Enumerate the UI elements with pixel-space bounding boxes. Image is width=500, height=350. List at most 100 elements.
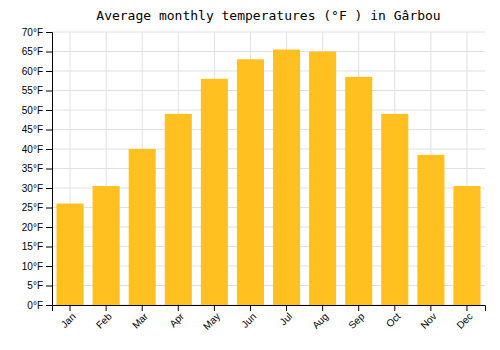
x-tick-mark bbox=[358, 305, 359, 311]
y-grid-line bbox=[52, 32, 485, 33]
y-tick-mark bbox=[46, 32, 52, 33]
y-grid-line bbox=[52, 110, 485, 111]
y-tick: 30°F bbox=[22, 183, 52, 194]
x-tick-mark bbox=[322, 305, 323, 311]
y-grid-line bbox=[52, 149, 485, 150]
x-tick-mark bbox=[394, 305, 395, 311]
x-tick-label: Dec bbox=[454, 311, 474, 331]
y-tick-label: 0°F bbox=[27, 300, 43, 311]
x-tick-label: Jul bbox=[277, 311, 294, 328]
bar bbox=[129, 149, 156, 305]
y-tick: 35°F bbox=[22, 163, 52, 174]
y-tick-mark bbox=[46, 208, 52, 209]
y-tick-mark bbox=[46, 305, 52, 306]
y-tick: 45°F bbox=[22, 124, 52, 135]
x-tick-mark bbox=[70, 305, 71, 311]
bar bbox=[309, 52, 336, 306]
y-tick-mark bbox=[46, 227, 52, 228]
x-tick: Jun bbox=[239, 305, 258, 330]
x-tick-mark bbox=[430, 305, 431, 311]
x-tick-mark bbox=[286, 305, 287, 311]
x-tick: Aug bbox=[310, 305, 330, 331]
x-tick: Mar bbox=[130, 305, 150, 331]
y-tick-mark bbox=[46, 71, 52, 72]
y-tick: 65°F bbox=[22, 46, 52, 57]
y-grid-line bbox=[52, 71, 485, 72]
x-tick-label: Aug bbox=[310, 311, 330, 331]
y-tick-label: 10°F bbox=[22, 261, 43, 272]
y-tick-label: 5°F bbox=[27, 280, 43, 291]
y-tick-label: 40°F bbox=[22, 144, 43, 155]
plot: 0°F 5°F 10°F 15°F 20°F 25°F 30°F 35°F 40°F 45°F 50… bbox=[22, 27, 486, 332]
y-axis-line bbox=[46, 33, 53, 306]
x-axis-line bbox=[53, 306, 486, 312]
y-tick: 70°F bbox=[22, 27, 52, 38]
y-grid-line bbox=[52, 129, 485, 130]
x-tick-label: Oct bbox=[384, 311, 403, 330]
bar bbox=[273, 50, 300, 305]
x-tick-label: Jan bbox=[59, 311, 78, 330]
title: Average monthly temperatures (°F ) in Gâ… bbox=[96, 8, 440, 23]
bar bbox=[345, 77, 372, 305]
x-tick: Sep bbox=[346, 305, 367, 331]
bar bbox=[381, 114, 408, 305]
bar bbox=[417, 155, 444, 305]
bar bbox=[165, 114, 192, 305]
y-tick: 55°F bbox=[22, 85, 52, 96]
x-tick: Dec bbox=[454, 305, 474, 331]
y-tick-mark bbox=[46, 110, 52, 111]
x-tick-label: Nov bbox=[418, 311, 438, 331]
y-tick-label: 60°F bbox=[22, 66, 43, 77]
x-tick: Oct bbox=[384, 305, 403, 329]
x-tick-label: Feb bbox=[94, 310, 114, 330]
y-tick-mark bbox=[46, 91, 52, 92]
y-axis: 0°F 5°F 10°F 15°F 20°F 25°F 30°F 35°F 40°F 45°F 50… bbox=[22, 27, 53, 311]
y-tick: 20°F bbox=[22, 222, 52, 233]
x-tick-label: Mar bbox=[130, 310, 150, 330]
y-tick: 5°F bbox=[27, 280, 52, 291]
chart: 0°F 5°F 10°F 15°F 20°F 25°F 30°F 35°F 40°F 45°F 50… bbox=[0, 0, 500, 350]
y-tick: 25°F bbox=[22, 202, 52, 213]
x-tick: Nov bbox=[418, 305, 438, 331]
y-tick: 50°F bbox=[22, 105, 52, 116]
x-tick-mark bbox=[106, 305, 107, 311]
y-tick-label: 45°F bbox=[22, 124, 43, 135]
y-tick-label: 20°F bbox=[22, 222, 43, 233]
x-tick-mark bbox=[250, 305, 251, 311]
x-tick: Feb bbox=[94, 305, 114, 331]
bar bbox=[57, 204, 84, 305]
x-tick: May bbox=[201, 305, 222, 332]
y-tick-label: 25°F bbox=[22, 202, 43, 213]
y-tick: 60°F bbox=[22, 66, 52, 77]
y-tick-mark bbox=[46, 266, 52, 267]
y-tick-mark bbox=[46, 188, 52, 189]
y-tick-mark bbox=[46, 52, 52, 53]
x-tick-mark bbox=[142, 305, 143, 311]
y-tick-label: 65°F bbox=[22, 46, 43, 57]
y-grid-line bbox=[52, 51, 485, 52]
x-tick-label: Apr bbox=[167, 310, 186, 329]
x-tick-mark bbox=[178, 305, 179, 311]
y-tick-label: 70°F bbox=[22, 27, 43, 38]
x-tick: Jan bbox=[59, 305, 78, 330]
x-tick-label: Jun bbox=[239, 311, 258, 330]
y-tick-mark bbox=[46, 169, 52, 170]
x-tick-mark bbox=[214, 305, 215, 311]
y-tick-mark bbox=[46, 286, 52, 287]
bar bbox=[93, 186, 120, 305]
y-tick: 15°F bbox=[22, 241, 52, 252]
y-tick: 40°F bbox=[22, 144, 52, 155]
y-tick-label: 50°F bbox=[22, 105, 43, 116]
y-tick: 10°F bbox=[22, 261, 52, 272]
y-tick-label: 35°F bbox=[22, 163, 43, 174]
bar bbox=[201, 79, 228, 305]
bar bbox=[453, 186, 480, 305]
x-axis: Jan Feb Mar Apr May Jun Jul Aug Sep Oct Nov Dec bbox=[53, 305, 486, 332]
y-tick-label: 55°F bbox=[22, 85, 43, 96]
x-tick-label: Sep bbox=[346, 310, 367, 331]
y-tick-label: 30°F bbox=[22, 183, 43, 194]
bars bbox=[57, 50, 481, 305]
y-grid-line bbox=[52, 90, 485, 91]
bar bbox=[237, 59, 264, 305]
y-tick-mark bbox=[46, 149, 52, 150]
